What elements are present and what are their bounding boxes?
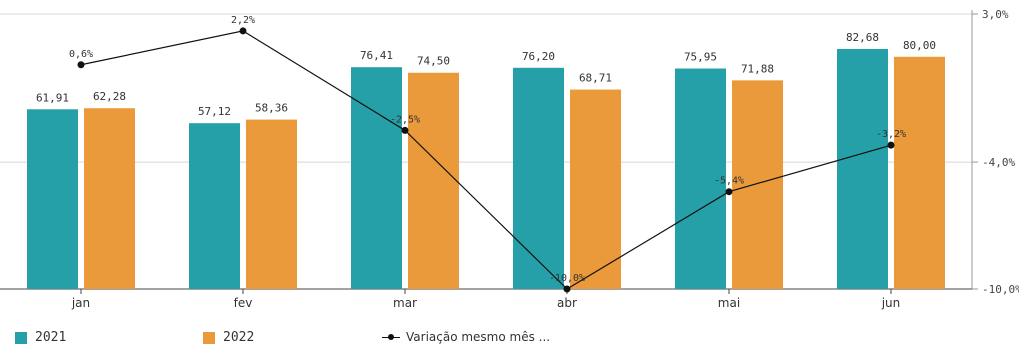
line-point-jun: [887, 141, 895, 149]
x-tick-label: mai: [718, 296, 740, 310]
legend-swatch-2021: [15, 331, 27, 344]
bar-label-2021-mar: 76,41: [360, 49, 393, 62]
bar-label-2022-jun: 80,00: [903, 39, 936, 52]
y-right-tick-label: -10,0%: [982, 283, 1019, 296]
chart-legend: 2021 2022 Variação mesmo mês ...: [0, 330, 1019, 346]
bar-2022-fev: [246, 119, 297, 289]
line-label-abr: -10,0%: [549, 273, 585, 284]
bar-label-2021-jan: 61,91: [36, 91, 69, 104]
line-point-mai: [725, 188, 733, 196]
legend-item-variation[interactable]: Variação mesmo mês ...: [382, 330, 550, 344]
bar-label-2022-mai: 71,88: [741, 62, 774, 75]
bar-label-2021-abr: 76,20: [522, 50, 555, 63]
x-tick-label: jun: [881, 296, 901, 310]
line-point-jan: [77, 61, 85, 69]
line-label-jun: -3,2%: [876, 129, 906, 140]
combo-chart: 3,0% -4,0% -10,0% 61,91 62,28 jan 57,12 58,36 fe…: [0, 8, 1019, 310]
bar-2022-abr: [570, 89, 621, 289]
bar-label-2022-mar: 74,50: [417, 55, 450, 68]
bar-2021-abr: [513, 67, 564, 289]
x-tick-label: mar: [393, 296, 417, 310]
line-point-fev: [239, 27, 247, 35]
line-point-mar: [401, 126, 409, 134]
x-tick-label: fev: [234, 296, 253, 310]
line-label-mai: -5,4%: [714, 176, 744, 187]
bar-2022-mar: [408, 72, 459, 289]
x-tick-label: abr: [557, 296, 577, 310]
x-tick-label: jan: [71, 296, 90, 310]
line-point-abr: [563, 285, 571, 293]
legend-item-2022[interactable]: 2022: [203, 330, 254, 345]
legend-swatch-2022: [203, 331, 215, 344]
bar-2021-fev: [189, 123, 240, 290]
bar-label-2022-jan: 62,28: [93, 90, 126, 103]
line-label-jan: 0,6%: [69, 49, 93, 60]
bar-label-2021-fev: 57,12: [198, 105, 231, 118]
bar-2021-jan: [27, 109, 78, 289]
line-series: [80, 30, 892, 290]
y-right-tick-label: -4,0%: [982, 156, 1015, 169]
legend-line-icon: [382, 331, 400, 343]
legend-label-2022: 2022: [223, 330, 255, 345]
bar-2021-mar: [351, 67, 402, 289]
bar-2022-mai: [732, 80, 783, 290]
line-label-mar: -2,5%: [390, 114, 420, 125]
legend-label-variation: Variação mesmo mês ...: [406, 330, 551, 344]
bar-2022-jan: [84, 108, 135, 289]
bar-label-2021-jun: 82,68: [846, 31, 879, 44]
legend-item-2021[interactable]: 2021: [15, 330, 66, 345]
bar-label-2021-mai: 75,95: [684, 51, 717, 64]
bar-2021-mai: [675, 68, 726, 289]
bar-label-2022-abr: 68,71: [579, 72, 612, 85]
legend-label-2021: 2021: [35, 330, 67, 345]
y-right-tick-label: 3,0%: [982, 8, 1009, 21]
bar-2022-jun: [894, 56, 945, 290]
bar-label-2022-fev: 58,36: [255, 102, 288, 115]
line-label-fev: 2,2%: [231, 15, 255, 26]
bar-2021-jun: [837, 48, 888, 289]
